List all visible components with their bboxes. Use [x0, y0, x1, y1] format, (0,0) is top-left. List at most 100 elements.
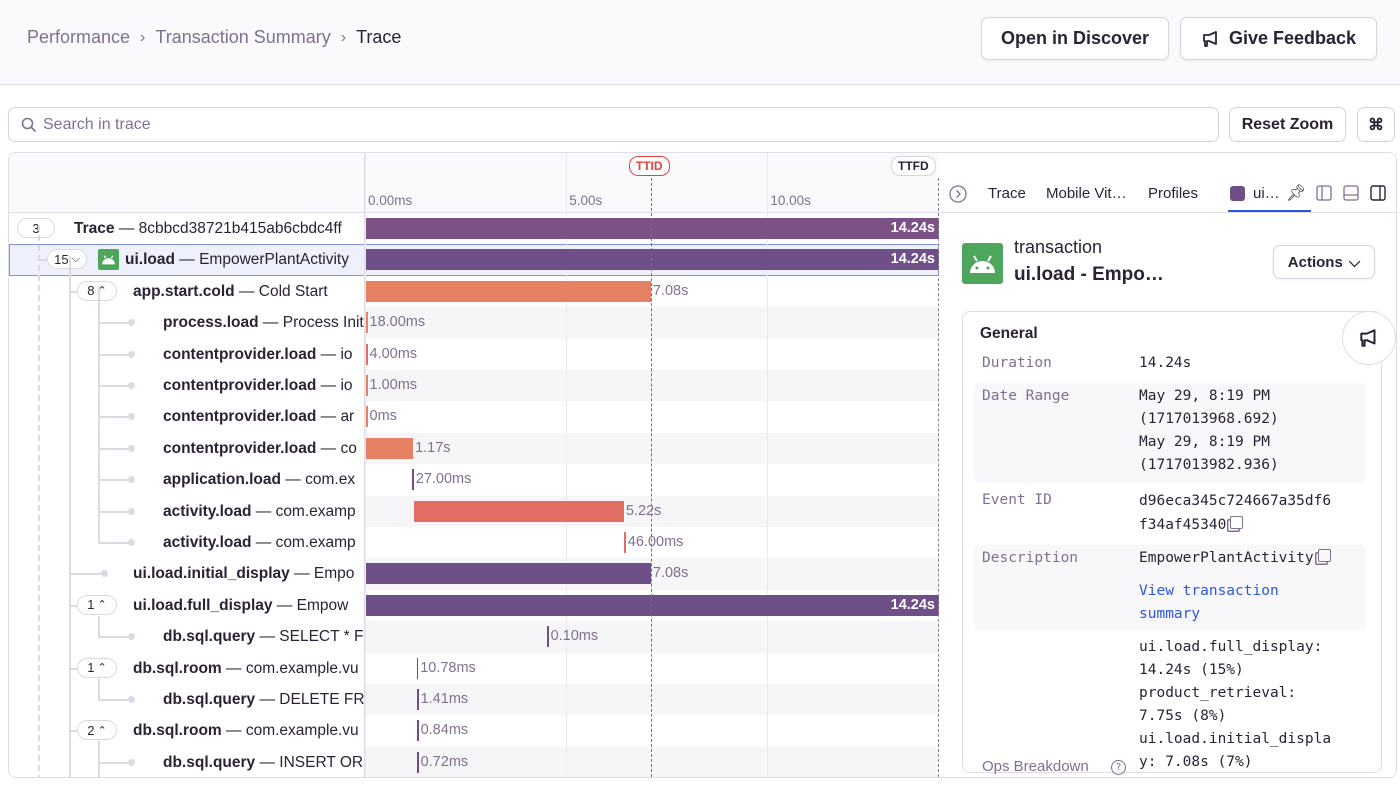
span-bar[interactable]	[417, 751, 419, 773]
children-count-toggle[interactable]: 2 ⌃	[77, 720, 117, 741]
tree-connector	[69, 667, 77, 670]
span-description: ar	[340, 408, 355, 426]
breadcrumb-performance[interactable]: Performance	[27, 27, 131, 47]
trace-row[interactable]: db.sql.query — DELETE FR 1.41ms	[9, 684, 939, 716]
android-icon	[962, 243, 1003, 284]
span-label: activity.load — com.examp	[163, 534, 356, 551]
trace-row[interactable]: 3 Trace — 8cbbcd38721b415ab6cbdc4ff 14.24s	[9, 213, 939, 244]
breadcrumb-transaction-summary[interactable]: Transaction Summary	[155, 27, 331, 47]
chevron-up-icon: ⌃	[97, 724, 107, 737]
row-timeline-bg	[365, 339, 939, 370]
details-panel: Trace Mobile Vit… Profiles ui… 📌︎ transa…	[940, 153, 1396, 777]
layout-right-icon[interactable]	[1370, 185, 1386, 201]
trace-row[interactable]: 1 ⌃ ui.load.full_display — Empow 14.24s	[9, 590, 939, 621]
column-divider[interactable]	[364, 153, 365, 777]
span-description: DELETE FR	[279, 691, 364, 708]
layout-bottom-icon[interactable]	[1343, 185, 1359, 201]
span-bar[interactable]	[366, 375, 368, 396]
children-count-toggle[interactable]: 3	[17, 218, 55, 238]
span-bar[interactable]	[412, 469, 414, 491]
tree-connector	[98, 416, 128, 419]
trace-row[interactable]: 15 ⌵ ui.load — EmpowerPlantActivity 14.24s	[9, 244, 939, 276]
grid-line	[767, 153, 769, 777]
trace-row[interactable]: activity.load — com.examp 46.00ms	[9, 527, 939, 558]
feedback-floating-button[interactable]	[1342, 311, 1396, 365]
reset-zoom-button[interactable]: Reset Zoom	[1229, 107, 1346, 142]
open-in-discover-button[interactable]: Open in Discover	[981, 17, 1169, 60]
span-label: ui.load.full_display — Empow	[133, 596, 349, 614]
trace-rows: db.sql.query — INSERT OR 0.72ms 2 ⌃ db.sql.r…	[9, 213, 939, 777]
tab-ui-load[interactable]: ui…	[1253, 185, 1280, 202]
search-input[interactable]	[43, 115, 1143, 134]
span-bar[interactable]	[547, 626, 549, 648]
tree-node-dot	[128, 319, 135, 327]
span-description: Process Initialization	[282, 314, 364, 332]
tree-line	[98, 616, 100, 637]
trace-row[interactable]: activity.load — com.examp 5.22s	[9, 495, 939, 527]
span-bar[interactable]	[366, 312, 368, 334]
trace-row[interactable]: db.sql.query — SELECT * F 0.10ms	[9, 621, 939, 653]
layout-left-icon[interactable]	[1316, 185, 1332, 201]
span-description: io	[340, 377, 353, 394]
children-count-toggle[interactable]: 8 ⌃	[77, 280, 117, 301]
actions-dropdown[interactable]: Actions ⌵	[1273, 245, 1375, 279]
actions-label: Actions	[1287, 253, 1343, 271]
trace-row[interactable]: application.load — com.ex 27.00ms	[9, 464, 939, 495]
span-bar[interactable]	[413, 500, 624, 522]
tab-trace[interactable]: Trace	[988, 185, 1026, 202]
trace-row[interactable]: contentprovider.load — io 4.00ms	[9, 339, 939, 370]
span-bar[interactable]	[417, 689, 419, 710]
span-bar[interactable]	[366, 563, 651, 585]
trace-row[interactable]: ui.load.initial_display — Empo 7.08s	[9, 558, 939, 590]
trace-row[interactable]: 2 ⌃ db.sql.room — com.example.vu 0.84ms	[9, 715, 939, 746]
copy-icon[interactable]	[1317, 549, 1331, 562]
collapse-panel-icon[interactable]	[949, 185, 967, 203]
tree-connector	[98, 479, 128, 482]
children-count-toggle[interactable]: 1 ⌃	[77, 594, 117, 615]
span-bar[interactable]	[623, 532, 626, 553]
tree-line	[98, 741, 100, 777]
copy-icon[interactable]	[1230, 516, 1244, 529]
keyboard-shortcut-button[interactable]: ⌘	[1357, 107, 1395, 142]
span-bar[interactable]	[366, 218, 939, 239]
children-count-toggle[interactable]: 15 ⌵	[47, 249, 87, 270]
span-bar[interactable]	[366, 280, 651, 302]
span-op: db.sql.room	[133, 659, 222, 677]
children-count-toggle[interactable]: 1 ⌃	[77, 657, 117, 678]
trace-row[interactable]: contentprovider.load — io 1.00ms	[9, 370, 939, 402]
trace-row[interactable]: process.load — Process Initialization 18.…	[9, 307, 939, 339]
trace-row[interactable]: 1 ⌃ db.sql.room — com.example.vu 10.78ms	[9, 653, 939, 684]
children-count: 8	[87, 283, 95, 299]
tab-profiles[interactable]: Profiles	[1148, 185, 1199, 202]
trace-row[interactable]: db.sql.query — INSERT OR 0.72ms	[9, 746, 939, 777]
details-tabs: Trace Mobile Vit… Profiles ui… 📌︎	[940, 177, 1396, 213]
span-bar[interactable]	[366, 437, 414, 459]
field-ops-breakdown: Ops Breakdown? ui.load.full_display: 14.24…	[974, 634, 1366, 777]
trace-row[interactable]: contentprovider.load — co 1.17s	[9, 432, 939, 465]
span-description: EmpowerPlantActivity	[199, 251, 349, 269]
tab-mobile-vitals[interactable]: Mobile Vit…	[1046, 185, 1127, 202]
tree-line	[98, 286, 100, 543]
trace-row[interactable]: 8 ⌃ app.start.cold — Cold Start 7.08s	[9, 276, 939, 307]
help-icon[interactable]: ?	[1111, 760, 1126, 775]
tree-node-dot	[128, 444, 135, 452]
field-key: Event ID	[982, 492, 1052, 508]
trace-search[interactable]	[8, 107, 1219, 142]
span-label: contentprovider.load — co	[163, 439, 357, 457]
ttfd-marker[interactable]: TTFD	[891, 156, 936, 176]
span-bar[interactable]	[417, 720, 419, 742]
span-op: contentprovider.load	[163, 377, 317, 394]
field-event-id: Event ID d96eca345c724667a35df6 f34af45340	[974, 487, 1366, 541]
span-description: 8cbbcd38721b415ab6cbdc4ff	[138, 220, 342, 237]
give-feedback-button[interactable]: Give Feedback	[1180, 17, 1377, 60]
span-bar[interactable]	[366, 594, 939, 616]
pin-icon[interactable]: 📌︎	[1286, 185, 1307, 202]
span-bar[interactable]	[416, 657, 419, 679]
span-bar[interactable]	[366, 406, 368, 428]
view-transaction-summary-link[interactable]: View transaction summary	[1139, 583, 1279, 622]
tree-connector	[98, 542, 128, 544]
span-bar[interactable]	[366, 343, 368, 365]
ttid-marker[interactable]: TTID	[628, 156, 670, 176]
span-bar[interactable]	[366, 249, 939, 271]
trace-row[interactable]: contentprovider.load — ar 0ms	[9, 401, 939, 432]
